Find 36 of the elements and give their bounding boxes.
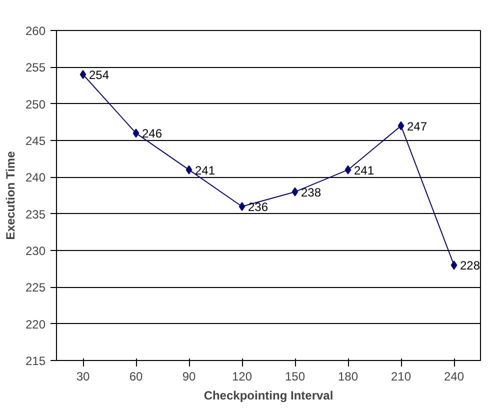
point xyxy=(292,187,298,196)
point xyxy=(238,202,246,211)
data-label: 246 xyxy=(142,126,162,141)
y-tick-label: 225 xyxy=(25,280,46,295)
data-label: 228 xyxy=(460,258,480,273)
x-tick-label: 210 xyxy=(390,370,412,384)
data-label: 254 xyxy=(89,68,110,82)
data-label: 236 xyxy=(248,200,268,214)
y-tick-label: 245 xyxy=(25,134,46,148)
x-tick-label: 240 xyxy=(444,370,464,384)
y-tick-label: 220 xyxy=(25,317,46,332)
point xyxy=(344,165,352,174)
y-tick-label: 215 xyxy=(25,354,46,368)
y-tick-label: 255 xyxy=(25,60,46,75)
y-tick-label: 260 xyxy=(25,24,46,38)
y-tick-label: 240 xyxy=(25,170,46,185)
y-tick-label: 250 xyxy=(25,97,46,112)
x-axis-title: Checkpointing Interval xyxy=(204,388,334,402)
x-tick-label: 30 xyxy=(76,370,90,384)
y-axis-title: Execution Time xyxy=(3,150,18,240)
x-tick-label: 150 xyxy=(284,370,306,384)
data-label: 241 xyxy=(354,163,374,178)
x-tick-label: 120 xyxy=(232,370,252,384)
y-tick-label: 235 xyxy=(25,207,46,222)
data-label: 238 xyxy=(301,185,322,200)
x-tick-label: 180 xyxy=(338,370,358,384)
point xyxy=(132,128,140,138)
point xyxy=(450,260,458,270)
x-tick-label: 90 xyxy=(182,370,196,384)
data-label: 241 xyxy=(195,163,216,178)
x-tick-label: 60 xyxy=(129,370,143,384)
y-tick-label: 230 xyxy=(25,244,46,258)
point xyxy=(398,121,404,130)
point xyxy=(80,70,86,79)
point xyxy=(186,165,192,174)
data-label: 247 xyxy=(407,119,428,134)
